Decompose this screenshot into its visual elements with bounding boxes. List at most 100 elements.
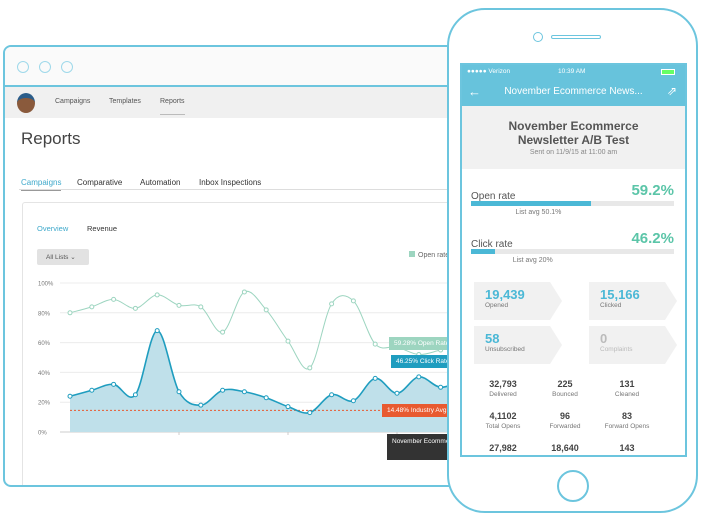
box-value: 19,439 <box>485 287 525 302</box>
line-chart: 100% 80% 60% 40% 20% 0% <box>38 282 470 437</box>
click-rate-point[interactable] <box>198 402 204 408</box>
tab-comparative[interactable]: Comparative <box>77 178 123 187</box>
window-maximize-button[interactable] <box>61 61 73 73</box>
page-title: Reports <box>21 129 81 148</box>
open-rate-point[interactable] <box>350 298 356 304</box>
window-close-button[interactable] <box>17 61 29 73</box>
phone-mockup: ●●●●● Verizon 10:39 AM ← November Ecomme… <box>447 8 698 513</box>
open-rate-point[interactable] <box>111 296 117 302</box>
open-rate-point[interactable] <box>132 305 138 311</box>
click-rate-metric: Click rate 46.2% List avg 20% <box>471 230 674 264</box>
status-bar: ●●●●● Verizon 10:39 AM <box>462 65 685 79</box>
tab-inbox-inspections[interactable]: Inbox Inspections <box>199 178 262 187</box>
click-rate-point[interactable] <box>438 384 444 390</box>
click-rate-point[interactable] <box>394 390 400 396</box>
click-rate-point[interactable] <box>285 404 291 410</box>
title-bar <box>5 47 471 87</box>
click-rate-point[interactable] <box>263 395 269 401</box>
window-minimize-button[interactable] <box>39 61 51 73</box>
tab-campaigns[interactable]: Campaigns <box>21 178 62 191</box>
campaign-title: November Ecommerce Newsletter A/B Test <box>508 119 639 147</box>
open-rate-point[interactable] <box>154 292 160 298</box>
chevron-down-icon: ⌄ <box>70 254 76 261</box>
mailchimp-logo-icon[interactable] <box>17 93 35 113</box>
open-rate-point[interactable] <box>241 289 247 295</box>
click-rate-bar <box>471 249 674 254</box>
open-rate-point[interactable] <box>285 338 291 344</box>
home-button[interactable] <box>557 470 589 502</box>
header-title: November Ecommerce News... <box>504 86 643 97</box>
tab-divider <box>19 189 471 190</box>
chart-panel: Overview Revenue All Lists ⌄ Open rate <box>22 202 471 485</box>
box-value: 58 <box>485 331 500 346</box>
nav-reports[interactable]: Reports <box>160 98 185 115</box>
stat-box-clicked[interactable]: 15,166 Clicked <box>589 282 677 320</box>
box-value: 15,166 <box>600 287 640 302</box>
open-rate-point[interactable] <box>329 301 335 307</box>
stat-label: Cleaned <box>614 391 640 398</box>
open-rate-point[interactable] <box>307 365 313 371</box>
industry-avg-tooltip: 14.48% Industry Avg <box>382 404 452 417</box>
click-rate-point[interactable] <box>329 392 335 398</box>
click-rate-point[interactable] <box>220 387 226 393</box>
stat-label: Forward Opens <box>604 423 650 430</box>
click-rate-point[interactable] <box>89 387 95 393</box>
share-icon[interactable]: ⇗ <box>666 84 677 98</box>
click-rate-tooltip: 46.25% Click Rate <box>391 355 455 368</box>
click-rate-point[interactable] <box>111 381 117 387</box>
chart-legend: Open rate <box>409 251 449 259</box>
stat-item: 18,640 <box>530 443 600 455</box>
open-rate-point[interactable] <box>263 307 269 313</box>
click-rate-point[interactable] <box>132 392 138 398</box>
y-tick-label: 0% <box>38 431 47 437</box>
open-rate-point[interactable] <box>372 341 378 347</box>
open-rate-point[interactable] <box>89 304 95 310</box>
subtab-overview[interactable]: Overview <box>37 224 69 233</box>
click-rate-point[interactable] <box>241 389 247 395</box>
click-rate-point[interactable] <box>307 410 313 416</box>
list-avg: List avg 20% <box>512 257 553 264</box>
stat-item: 4,1102 Total Opens <box>468 411 538 430</box>
y-tick-label: 60% <box>38 341 51 347</box>
subtab-revenue[interactable]: Revenue <box>87 224 118 233</box>
click-rate-point[interactable] <box>416 374 422 380</box>
legend-label: Open rate <box>418 252 450 259</box>
back-arrow-icon[interactable]: ← <box>468 84 481 99</box>
all-lists-dropdown[interactable]: All Lists ⌄ <box>37 249 89 265</box>
stat-box-opened[interactable]: 19,439 Opened <box>474 282 562 320</box>
stat-value: 18,640 <box>551 443 579 453</box>
nav-campaigns[interactable]: Campaigns <box>55 98 91 105</box>
click-rate-point[interactable] <box>350 398 356 404</box>
y-tick-label: 40% <box>38 371 51 377</box>
click-rate-point[interactable] <box>372 375 378 381</box>
open-rate-point[interactable] <box>176 302 182 308</box>
box-label: Clicked <box>600 302 622 309</box>
open-rate-point[interactable] <box>67 310 73 316</box>
stat-value: 131 <box>619 379 635 389</box>
metric-label: Click rate <box>471 239 513 250</box>
stat-box-unsubscribed[interactable]: 58 Unsubscribed <box>474 326 562 364</box>
stat-item: 27,982 <box>468 443 538 455</box>
stat-label: Total Opens <box>485 423 521 430</box>
click-rate-point[interactable] <box>67 393 73 399</box>
clock: 10:39 AM <box>558 68 586 75</box>
stat-box-complaints[interactable]: 0 Complaints <box>589 326 677 364</box>
stat-item: 96 Forwarded <box>530 411 600 430</box>
battery-icon <box>661 69 675 75</box>
click-rate-area <box>70 330 463 432</box>
click-rate-point[interactable] <box>176 389 182 395</box>
dropdown-label: All Lists <box>46 254 69 261</box>
stat-value: 225 <box>557 379 573 389</box>
stat-item: 32,793 Delivered <box>468 379 538 398</box>
tab-automation[interactable]: Automation <box>140 178 181 187</box>
y-tick-label: 80% <box>38 311 51 317</box>
open-rate-point[interactable] <box>220 329 226 335</box>
tooltip-campaign: November Ecommerce Newsletter <box>392 438 491 445</box>
open-rate-tooltip: 59.28% Open Rate <box>389 337 455 350</box>
open-rate-point[interactable] <box>198 304 204 310</box>
box-label: Complaints <box>600 346 633 353</box>
y-tick-label: 20% <box>38 401 51 407</box>
metric-label: Open rate <box>471 191 516 202</box>
nav-templates[interactable]: Templates <box>109 98 141 105</box>
click-rate-point[interactable] <box>154 328 160 334</box>
